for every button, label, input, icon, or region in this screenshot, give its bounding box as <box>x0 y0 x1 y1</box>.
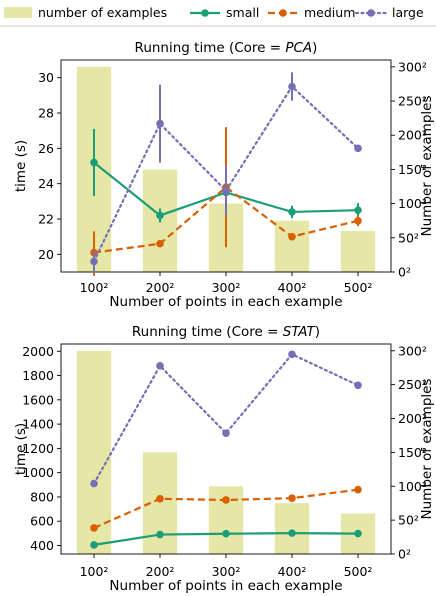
point-small-3 <box>288 208 296 216</box>
x-tick-label: 500² <box>344 280 373 295</box>
y-axis-label: time (s) <box>13 423 29 475</box>
point-small-0 <box>90 158 98 167</box>
series-medium <box>90 485 362 532</box>
point-medium-0 <box>90 524 98 532</box>
point-large-1 <box>156 119 164 128</box>
y2-tick-label: 100² <box>398 196 427 211</box>
legend-marker <box>279 9 287 17</box>
series-small <box>90 529 362 549</box>
point-large-4 <box>354 381 362 390</box>
y2-axis-label: Number of examples <box>419 96 435 237</box>
x-tick-label: 200² <box>146 564 175 579</box>
point-medium-3 <box>288 494 296 502</box>
y-tick-label: 1200 <box>22 441 54 456</box>
x-axis-label: Number of points in each example <box>109 578 342 594</box>
legend-marker <box>367 9 375 17</box>
y2-tick-label: 250² <box>398 377 427 392</box>
y2-tick-label: 0² <box>398 265 411 280</box>
legend-label: number of examples <box>38 5 167 20</box>
legend-label: small <box>226 5 259 20</box>
bar-400² <box>274 503 310 554</box>
point-large-2 <box>222 186 230 195</box>
x-axis-label: Number of points in each example <box>109 294 342 310</box>
point-large-0 <box>90 479 98 488</box>
point-medium-4 <box>354 485 362 494</box>
x-tick-label: 100² <box>80 564 109 579</box>
legend-item-number-of-examples: number of examples <box>4 5 167 20</box>
point-medium-4 <box>354 216 362 225</box>
point-small-2 <box>222 529 230 538</box>
y2-tick-label: 300² <box>398 343 427 358</box>
y2-tick-label: 200² <box>398 128 427 143</box>
point-small-0 <box>90 541 98 549</box>
point-medium-3 <box>288 232 296 241</box>
chart-title: Running time (Core = STAT) <box>132 324 320 340</box>
y2-tick-label: 150² <box>398 445 427 460</box>
point-large-3 <box>288 82 296 91</box>
point-medium-1 <box>156 494 164 503</box>
y-tick-label: 26 <box>38 141 54 156</box>
x-tick-label: 300² <box>212 280 241 295</box>
y2-tick-label: 0² <box>398 547 411 562</box>
y2-tick-label: 200² <box>398 411 427 426</box>
legend-label: large <box>392 5 424 20</box>
legend-item-large: large <box>354 5 424 20</box>
y-tick-label: 2000 <box>22 344 54 359</box>
y-tick-label: 600 <box>30 514 54 529</box>
point-small-4 <box>354 206 362 214</box>
y2-tick-label: 50² <box>398 513 419 528</box>
series-line-large <box>92 352 360 485</box>
y-axis-label: time (s) <box>13 140 29 192</box>
chart-panel-pca: Running time (Core = PCA)2022242628300²5… <box>13 40 435 310</box>
point-medium-2 <box>222 496 230 504</box>
y-tick-label: 400 <box>30 538 54 553</box>
legend-marker <box>201 9 209 17</box>
point-large-0 <box>90 257 98 266</box>
point-small-3 <box>288 529 296 537</box>
legend-item-small: small <box>190 5 259 20</box>
point-large-2 <box>222 429 230 438</box>
legend-label: medium <box>304 5 355 20</box>
chart-title: Running time (Core = PCA) <box>135 40 318 56</box>
legend-item-medium: medium <box>268 5 355 20</box>
x-tick-label: 200² <box>146 280 175 295</box>
point-small-1 <box>156 211 164 220</box>
y2-tick-label: 50² <box>398 230 419 245</box>
x-tick-label: 400² <box>278 280 307 295</box>
y-tick-label: 22 <box>38 212 54 227</box>
y2-axis-label: Number of examples <box>419 379 435 520</box>
y-tick-label: 1400 <box>22 417 54 432</box>
x-tick-label: 400² <box>278 564 307 579</box>
bar-500² <box>340 230 376 272</box>
point-medium-1 <box>156 239 164 248</box>
y-tick-label: 20 <box>38 247 54 262</box>
y-tick-label: 28 <box>38 106 54 121</box>
series-large <box>90 72 362 272</box>
point-small-1 <box>156 530 164 539</box>
y2-tick-label: 300² <box>398 59 427 74</box>
y2-tick-label: 100² <box>398 479 427 494</box>
series-line-medium <box>93 185 359 254</box>
bar-100² <box>76 350 112 554</box>
y-tick-label: 30 <box>38 70 54 85</box>
legend: number of examples small medium large <box>0 5 436 27</box>
y-tick-label: 1000 <box>22 465 54 480</box>
point-large-4 <box>354 144 362 153</box>
y-tick-label: 24 <box>38 176 54 191</box>
y-tick-label: 1600 <box>22 392 54 407</box>
point-small-4 <box>354 529 362 538</box>
series-large <box>90 350 362 488</box>
x-tick-label: 100² <box>80 280 109 295</box>
y-tick-label: 1800 <box>22 368 54 383</box>
x-tick-label: 500² <box>344 564 373 579</box>
point-large-3 <box>288 350 296 359</box>
y2-tick-label: 150² <box>398 162 427 177</box>
point-large-1 <box>156 362 164 370</box>
chart-panel-stat: Running time (Core = STAT) 400 600 800 1000 1… <box>13 324 435 594</box>
y-tick-label: 800 <box>30 489 54 504</box>
x-tick-label: 300² <box>212 564 241 579</box>
y2-tick-label: 250² <box>398 94 427 109</box>
legend-swatch-bar <box>4 7 32 18</box>
